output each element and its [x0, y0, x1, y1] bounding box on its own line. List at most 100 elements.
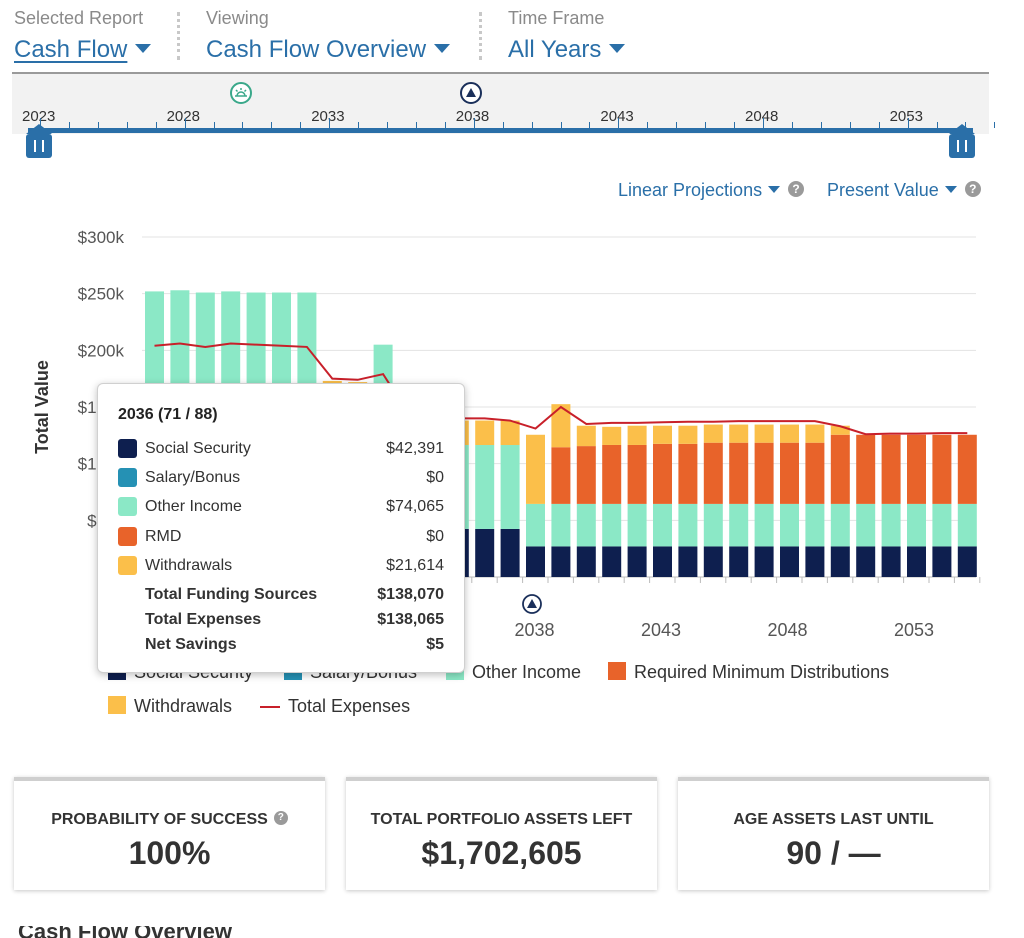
caret-down-icon: [609, 44, 626, 54]
projection-dropdown[interactable]: Linear Projections?: [618, 180, 805, 201]
legend-item[interactable]: Withdrawals: [108, 696, 232, 717]
legend-item[interactable]: Other Income: [446, 662, 581, 683]
bar-segment: [830, 546, 850, 577]
bar-segment: [653, 503, 672, 547]
timeline-tick: [502, 122, 504, 128]
bar-segment: [703, 503, 723, 547]
tooltip-row: Salary/Bonus $0: [118, 467, 444, 489]
tooltip-label: Social Security: [145, 440, 251, 457]
bar-segment: [602, 426, 622, 445]
legend-swatch: [108, 696, 126, 715]
x-tick-label: 2043: [641, 620, 681, 640]
timeline-tick: [68, 122, 70, 128]
bar-segment: [627, 503, 647, 547]
bar-segment: [551, 546, 571, 577]
bar-segment: [932, 503, 952, 547]
tooltip-total-value: $138,070: [377, 586, 444, 603]
tooltip-swatch: [118, 526, 137, 546]
bar-segment: [957, 434, 977, 504]
timeline-start-handle[interactable]: [26, 124, 52, 158]
bar-segment: [703, 424, 723, 443]
timeline-tick: [415, 122, 417, 128]
bar-segment: [729, 503, 749, 547]
sun-icon[interactable]: [230, 82, 252, 104]
bar-segment: [729, 442, 749, 504]
bar-segment: [526, 503, 545, 547]
bar-segment: [729, 424, 749, 443]
legend-item[interactable]: Required Minimum Distributions: [608, 662, 889, 683]
bar-segment: [805, 503, 825, 547]
bar-segment: [907, 503, 926, 547]
triangle-up-icon[interactable]: [460, 82, 482, 104]
tooltip-row: RMD $0: [118, 526, 444, 548]
tooltip-value: $0: [426, 469, 444, 487]
timeline-end-handle[interactable]: [949, 124, 975, 158]
tooltip-total-value: $138,065: [377, 611, 444, 628]
age-card: AGE ASSETS LAST UNTIL 90 / —: [678, 777, 989, 890]
legend-item[interactable]: Total Expenses: [260, 696, 410, 717]
tooltip-swatch: [118, 468, 137, 488]
selected-report-value: Cash Flow: [14, 36, 128, 63]
timeline-tick: [907, 118, 909, 128]
bar-segment: [653, 425, 672, 444]
timeline-slider[interactable]: 2023 2028 2033 2038 2043 2048 2053: [12, 72, 996, 164]
help-icon[interactable]: ?: [788, 181, 805, 198]
tooltip-total-value: $5: [426, 636, 444, 653]
time-frame-label: Time Frame: [508, 8, 605, 28]
bar-segment: [754, 424, 774, 443]
value-mode-value: Present Value: [827, 180, 939, 200]
timeline-tick: [763, 118, 764, 128]
timeline-tick: [213, 122, 215, 128]
timeline-tick: [705, 122, 707, 128]
help-icon[interactable]: ?: [964, 181, 981, 198]
bar-segment: [830, 425, 850, 435]
time-frame-dropdown[interactable]: All Years: [508, 36, 626, 64]
bar-segment: [856, 434, 876, 504]
bar-segment: [754, 503, 774, 547]
tooltip-value: $21,614: [386, 556, 444, 574]
timeline-year-label: 2028: [166, 108, 200, 125]
x-tick-label: 2048: [767, 620, 807, 640]
timeline-tick: [387, 122, 389, 128]
tooltip-label: Withdrawals: [145, 556, 233, 574]
viewing-dropdown[interactable]: Cash Flow Overview: [206, 36, 451, 64]
timeline-tick: [300, 122, 302, 128]
timeline-axis: [28, 128, 973, 133]
bar-segment: [754, 442, 774, 504]
probability-title: PROBABILITY OF SUCCESS?: [14, 810, 325, 829]
projection-value: Linear Projections: [618, 180, 763, 200]
timeline-tick: [271, 122, 273, 128]
divider: [177, 12, 180, 60]
bar-segment: [780, 442, 799, 504]
legend-label: Other Income: [472, 662, 582, 682]
viewing: Viewing Cash Flow Overview: [206, 8, 451, 64]
help-icon[interactable]: ?: [273, 810, 288, 825]
bar-segment: [602, 546, 622, 577]
timeline-tick: [126, 122, 128, 128]
selected-report-dropdown[interactable]: Cash Flow: [14, 36, 152, 64]
time-frame-value: All Years: [508, 36, 602, 63]
timeline-year-label: 2043: [600, 108, 634, 125]
timeline-tick: [97, 122, 99, 128]
chart-tooltip: 2036 (71 / 88) Social Security $42,391 Sal…: [97, 383, 465, 673]
viewing-value: Cash Flow Overview: [206, 36, 427, 63]
bar-segment: [780, 503, 799, 547]
tooltip-total-label: Total Expenses: [145, 611, 262, 628]
timeline-tick: [155, 122, 157, 128]
bar-segment: [576, 425, 596, 447]
legend-swatch: [260, 706, 280, 709]
bar-segment: [627, 444, 647, 504]
tooltip-value: $0: [426, 527, 444, 545]
bar-segment: [678, 546, 698, 577]
timeline-tick: [473, 118, 475, 128]
bar-segment: [830, 434, 850, 504]
value-mode-dropdown[interactable]: Present Value?: [827, 180, 981, 201]
bar-segment: [729, 546, 749, 577]
bar-segment: [526, 546, 545, 577]
bar-segment: [475, 528, 495, 577]
bar-segment: [957, 503, 977, 547]
timeline-tick: [936, 122, 938, 128]
x-tick-label: 2038: [514, 620, 554, 640]
tooltip-title: 2036 (71 / 88): [118, 406, 218, 423]
timeline-tick: [531, 122, 533, 128]
